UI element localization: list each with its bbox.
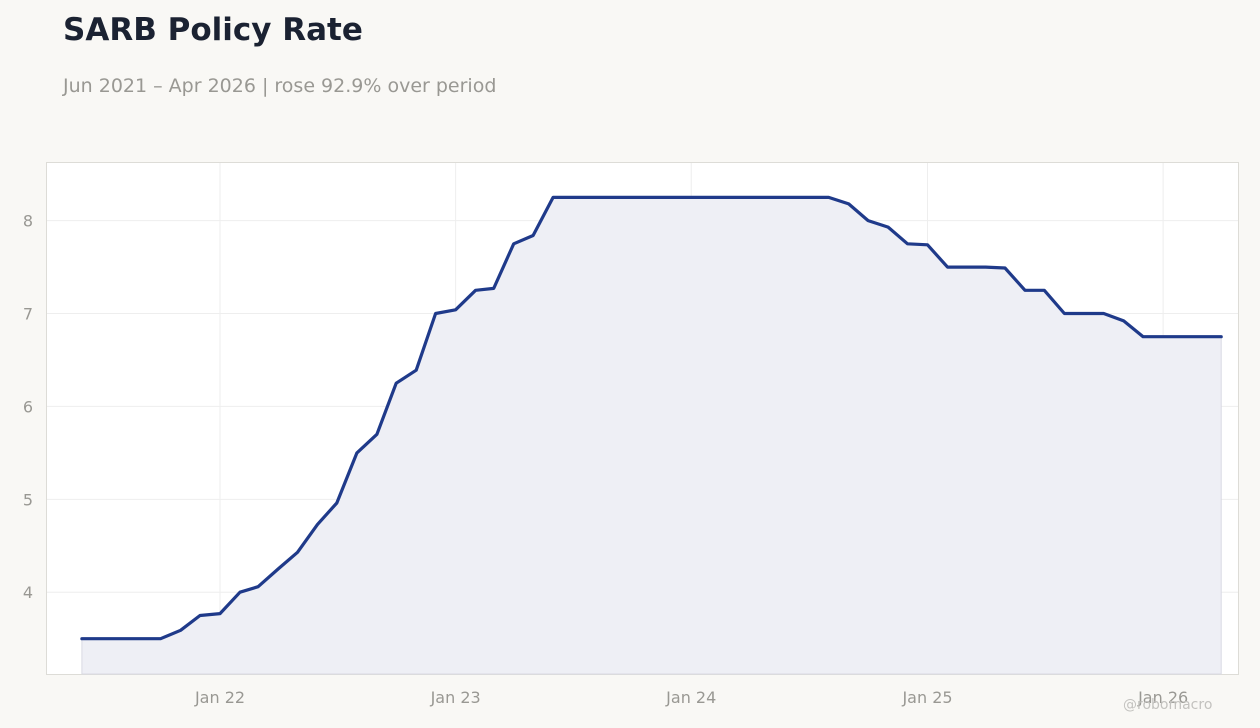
chart-subtitle: Jun 2021 – Apr 2026 | rose 92.9% over pe…: [63, 75, 497, 97]
credit-watermark: @robomacro: [1123, 697, 1213, 713]
line-layer: [80, 195, 1223, 641]
x-tick-label: Jan 23: [430, 688, 481, 707]
x-tick-label: Jan 26: [1137, 688, 1188, 707]
y-axis: 4 5 6 7 8: [23, 212, 33, 603]
y-tick-label: 6: [23, 397, 33, 416]
series-line: [80, 195, 1223, 641]
chart-title: SARB Policy Rate: [63, 12, 363, 48]
y-tick-label: 8: [23, 212, 33, 231]
y-tick-label: 5: [23, 490, 33, 509]
x-tick-label: Jan 25: [901, 688, 952, 707]
x-tick-label: Jan 24: [665, 688, 716, 707]
x-tick-label: Jan 22: [194, 688, 245, 707]
y-tick-label: 4: [23, 583, 33, 602]
x-axis: Jan 22 Jan 23 Jan 24 Jan 25 Jan 26: [194, 688, 1188, 707]
y-tick-label: 7: [23, 305, 33, 324]
